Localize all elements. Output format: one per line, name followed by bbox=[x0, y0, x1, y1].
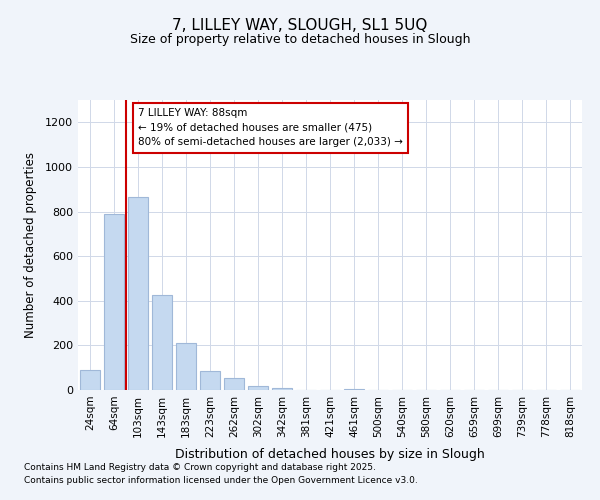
Text: 7 LILLEY WAY: 88sqm
← 19% of detached houses are smaller (475)
80% of semi-detac: 7 LILLEY WAY: 88sqm ← 19% of detached ho… bbox=[138, 108, 403, 148]
Text: 7, LILLEY WAY, SLOUGH, SL1 5UQ: 7, LILLEY WAY, SLOUGH, SL1 5UQ bbox=[172, 18, 428, 32]
Bar bbox=[344, 389, 364, 390]
Text: Contains public sector information licensed under the Open Government Licence v3: Contains public sector information licen… bbox=[24, 476, 418, 485]
Bar bbox=[128, 197, 148, 390]
Bar bbox=[104, 214, 124, 390]
Bar bbox=[272, 388, 292, 390]
Bar bbox=[176, 343, 196, 390]
Bar bbox=[224, 378, 244, 390]
Bar bbox=[80, 370, 100, 390]
Text: Size of property relative to detached houses in Slough: Size of property relative to detached ho… bbox=[130, 32, 470, 46]
Bar bbox=[152, 295, 172, 390]
X-axis label: Distribution of detached houses by size in Slough: Distribution of detached houses by size … bbox=[175, 448, 485, 461]
Bar bbox=[248, 386, 268, 390]
Y-axis label: Number of detached properties: Number of detached properties bbox=[23, 152, 37, 338]
Text: Contains HM Land Registry data © Crown copyright and database right 2025.: Contains HM Land Registry data © Crown c… bbox=[24, 462, 376, 471]
Bar bbox=[200, 370, 220, 390]
